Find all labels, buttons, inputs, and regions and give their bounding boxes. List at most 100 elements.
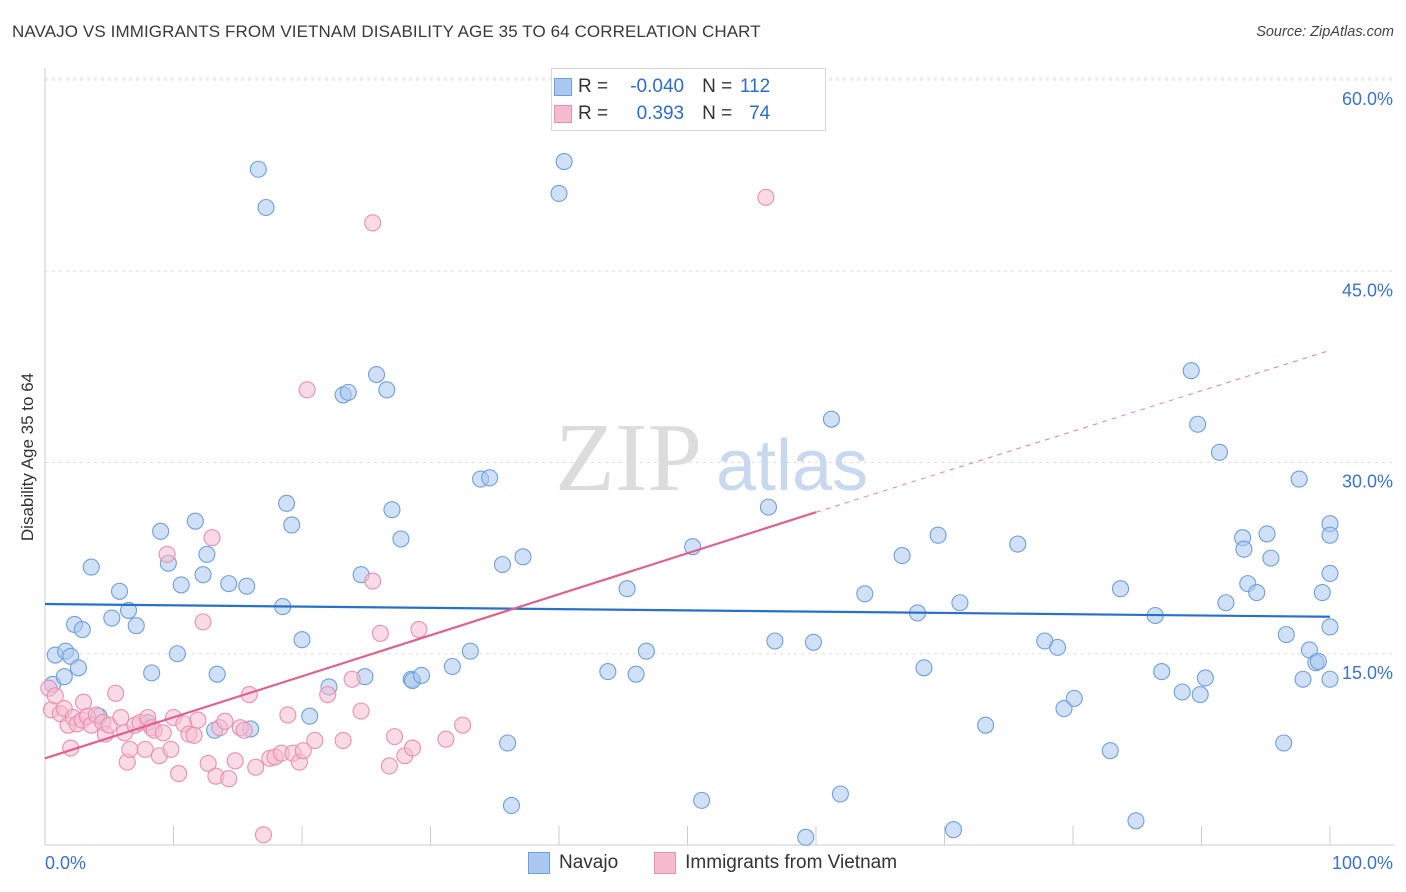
- point-navajo: [1217, 594, 1235, 612]
- legend-item-vietnam[interactable]: Immigrants from Vietnam: [654, 852, 897, 874]
- point-navajo: [208, 665, 226, 683]
- point-vietnam: [203, 529, 221, 547]
- point-navajo: [944, 821, 963, 839]
- point-navajo: [493, 555, 512, 574]
- point-navajo: [1309, 652, 1327, 670]
- y-axis-title: Disability Age 35 to 64: [18, 373, 37, 541]
- point-navajo: [951, 594, 969, 612]
- point-navajo: [378, 381, 396, 399]
- point-navajo: [915, 659, 933, 677]
- point-navajo: [238, 577, 256, 595]
- point-vietnam: [371, 624, 389, 642]
- point-navajo: [412, 666, 431, 684]
- point-vietnam: [454, 716, 472, 734]
- point-navajo: [550, 184, 568, 203]
- point-vietnam: [226, 752, 244, 770]
- n-label: N =: [702, 103, 733, 124]
- point-navajo: [1196, 669, 1214, 687]
- point-vietnam: [294, 742, 312, 760]
- point-navajo: [1290, 470, 1308, 488]
- point-navajo: [69, 659, 87, 677]
- point-navajo: [1275, 734, 1293, 752]
- point-navajo: [1065, 689, 1083, 707]
- point-vietnam: [75, 693, 93, 711]
- point-navajo: [1235, 540, 1253, 558]
- point-vietnam: [107, 684, 125, 702]
- legend-item-navajo[interactable]: Navajo: [528, 852, 618, 874]
- point-navajo: [1182, 362, 1200, 380]
- source-credit: Source: ZipAtlas.com: [1256, 24, 1394, 40]
- chart-title: NAVAJO VS IMMIGRANTS FROM VIETNAM DISABI…: [12, 22, 761, 41]
- point-navajo: [822, 410, 840, 428]
- point-navajo: [119, 601, 138, 619]
- point-navajo: [1248, 583, 1266, 602]
- point-vietnam: [46, 687, 64, 705]
- point-navajo: [194, 566, 212, 584]
- point-vietnam: [380, 757, 398, 775]
- data-points: [40, 153, 1339, 846]
- point-navajo: [392, 530, 410, 548]
- point-navajo: [220, 575, 238, 593]
- point-navajo: [143, 664, 161, 682]
- point-navajo: [1055, 700, 1073, 718]
- point-navajo: [831, 785, 849, 803]
- point-navajo: [804, 633, 822, 651]
- point-vietnam: [154, 724, 172, 742]
- x-tick-label-start: 0.0%: [45, 853, 86, 873]
- point-navajo: [1009, 535, 1027, 553]
- point-navajo: [172, 576, 190, 594]
- point-vietnam: [254, 826, 273, 844]
- r-value-vietnam: 0.393: [636, 103, 685, 124]
- point-vietnam: [364, 572, 382, 590]
- point-navajo: [1101, 742, 1119, 760]
- point-vietnam: [220, 770, 238, 788]
- n-label: N =: [702, 76, 733, 97]
- legend-swatch-vietnam: [654, 852, 677, 874]
- point-navajo: [152, 522, 170, 540]
- correlation-stats-box: R = -0.040 N = 112 R = 0.393 N = 74: [551, 68, 826, 131]
- point-navajo: [1321, 564, 1339, 582]
- x-tick-label-end: 100.0%: [1332, 853, 1393, 873]
- point-navajo: [759, 498, 778, 516]
- axes: [44, 68, 1395, 846]
- point-vietnam: [410, 620, 428, 639]
- point-navajo: [301, 707, 319, 725]
- point-navajo: [1321, 618, 1339, 636]
- point-navajo: [766, 632, 784, 650]
- watermark-zip: ZIP: [555, 404, 702, 512]
- n-value-navajo: 112: [739, 76, 771, 97]
- n-value-vietnam: 74: [749, 103, 771, 124]
- point-navajo: [856, 585, 874, 603]
- point-vietnam: [437, 730, 455, 748]
- point-navajo: [1262, 549, 1280, 567]
- point-navajo: [55, 668, 73, 686]
- point-navajo: [1321, 670, 1339, 688]
- point-navajo: [929, 526, 947, 544]
- point-vietnam: [364, 214, 382, 232]
- trendline-vietnam: [44, 511, 817, 760]
- point-navajo: [1313, 583, 1331, 602]
- point-navajo: [367, 365, 386, 384]
- watermark-atlas: atlas: [716, 426, 868, 506]
- point-navajo: [797, 828, 815, 846]
- chart-legend: Navajo Immigrants from Vietnam: [528, 852, 933, 874]
- point-vietnam: [158, 545, 176, 563]
- r-label: R =: [578, 76, 609, 97]
- legend-swatch-navajo: [528, 852, 550, 874]
- point-vietnam: [757, 188, 775, 206]
- axis-labels: 15.0% 30.0% 45.0% 60.0% 0.0% 100.0% Disability…: [18, 89, 1393, 873]
- point-navajo: [893, 547, 911, 565]
- point-navajo: [502, 796, 521, 815]
- point-vietnam: [298, 381, 316, 399]
- point-navajo: [977, 716, 995, 734]
- point-vietnam: [306, 731, 324, 750]
- point-navajo: [257, 198, 275, 217]
- point-navajo: [283, 516, 301, 534]
- point-navajo: [1258, 525, 1276, 543]
- trendline-navajo: [44, 602, 1331, 618]
- point-navajo: [1111, 580, 1130, 598]
- zipatlas-watermark: ZIP atlas: [555, 404, 868, 512]
- point-vietnam: [385, 728, 404, 746]
- point-vietnam: [279, 706, 297, 724]
